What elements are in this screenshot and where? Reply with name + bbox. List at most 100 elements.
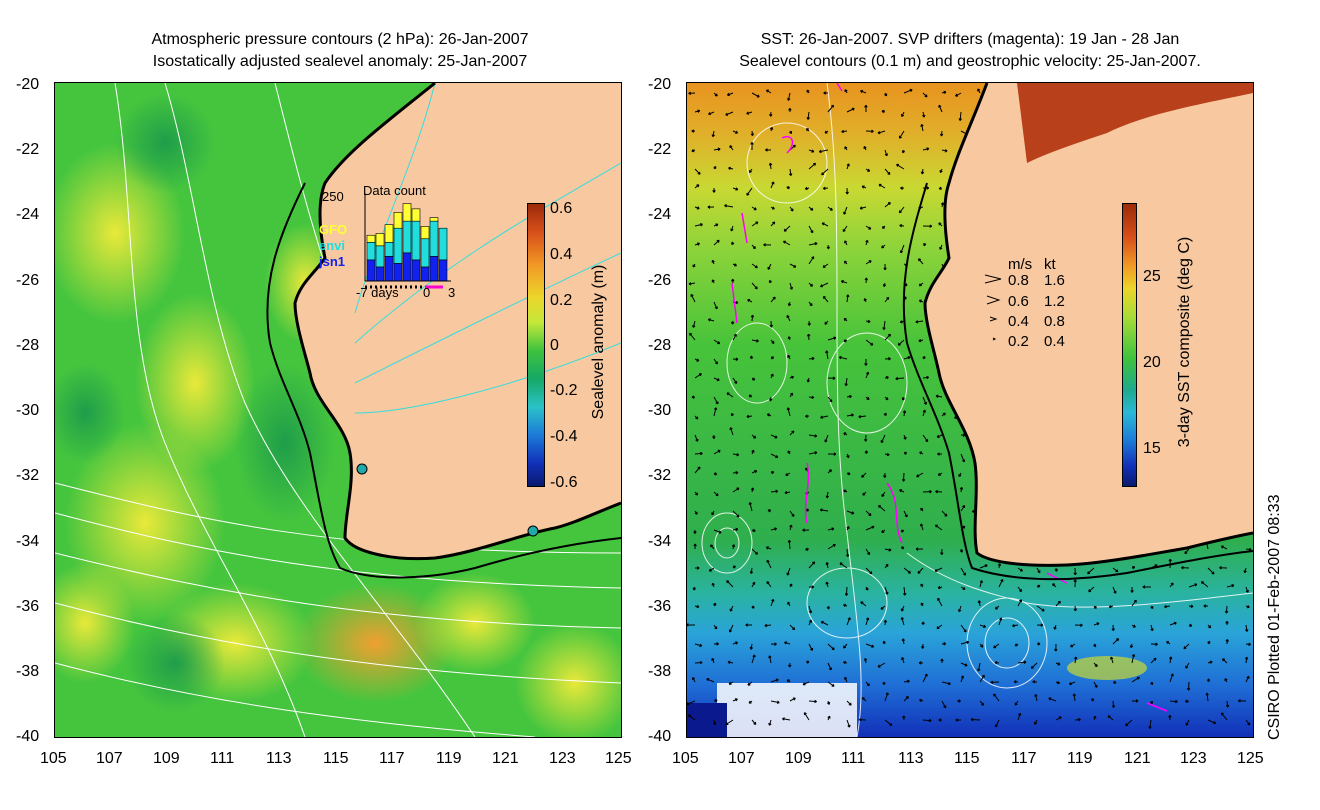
velocity-arrow	[995, 605, 1000, 610]
velocity-arrow	[1055, 680, 1060, 685]
velocity-arrow	[806, 377, 810, 383]
velocity-arrow	[1012, 624, 1019, 628]
velocity-arrow	[808, 242, 818, 246]
velocity-arrow	[865, 617, 870, 626]
velocity-arrow	[808, 162, 817, 170]
velocity-arrow	[766, 581, 772, 588]
data-count-bar-envi	[384, 241, 394, 257]
velocity-arrow	[960, 453, 966, 463]
velocity-arrow	[1052, 583, 1057, 588]
velocity-arrow	[895, 376, 905, 381]
velocity-arrow	[819, 282, 829, 288]
left-colorbar-label: Sealevel anomaly (m)	[590, 264, 607, 420]
cloud-patch	[717, 683, 857, 737]
velocity-arrow	[934, 524, 943, 531]
velocity-arrow	[1112, 567, 1119, 573]
velocity-arrow	[843, 260, 848, 265]
velocity-arrow	[1148, 719, 1152, 729]
velocity-arrow	[732, 527, 739, 532]
velocity-arrow	[843, 432, 848, 436]
velocity-arrow	[1032, 680, 1038, 684]
data-count-bar-envi	[366, 241, 376, 261]
velocity-arrow	[899, 223, 905, 228]
velocity-arrow	[1013, 680, 1019, 684]
velocity-arrow	[1036, 567, 1041, 574]
velocity-arrow	[922, 434, 929, 443]
velocity-arrow	[858, 415, 867, 419]
drifter-tracks	[731, 83, 1168, 712]
velocity-arrow	[882, 681, 886, 685]
velocity-arrow	[808, 643, 814, 651]
velocity-arrow	[884, 357, 891, 361]
velocity-arrow	[1220, 712, 1228, 721]
velocity-arrow	[897, 339, 905, 346]
velocity-arrow	[694, 373, 702, 379]
left-cb-tick: -0.6	[550, 474, 578, 491]
velocity-arrow	[788, 662, 792, 668]
velocity-arrow	[750, 130, 755, 137]
velocity-arrow	[977, 88, 981, 94]
velocity-arrow	[937, 585, 943, 590]
velocity-arrow	[884, 452, 890, 457]
velocity-arrow	[863, 298, 867, 303]
velocity-arrow	[770, 356, 774, 360]
velocity-arrow	[694, 168, 701, 175]
velocity-arrow	[1072, 693, 1076, 702]
velocity-arrow	[1073, 605, 1078, 612]
velocity-arrow	[865, 643, 875, 648]
velocity-arrow	[844, 586, 849, 596]
velocity-arrow	[903, 567, 911, 574]
velocity-arrow	[819, 508, 829, 512]
velocity-arrow	[770, 471, 775, 475]
data-count-bar-envi	[420, 238, 430, 268]
lat-tick: -26	[648, 272, 672, 289]
velocity-arrow	[765, 148, 772, 152]
velocity-arrow	[902, 410, 907, 417]
velocity-arrow	[694, 510, 698, 515]
velocity-arrow	[1048, 697, 1057, 702]
velocity-arrow	[770, 678, 779, 683]
left-cb-tick: 0	[550, 337, 559, 354]
velocity-arrow	[789, 130, 792, 135]
velocity-arrow	[881, 109, 886, 114]
velocity-arrow	[1131, 676, 1140, 683]
lon-tick: 109	[785, 750, 812, 767]
right-title-line2: Sealevel contours (0.1 m) and geostrophi…	[739, 53, 1201, 70]
velocity-arrow	[694, 491, 699, 496]
velocity-arrow	[1055, 600, 1061, 607]
velocity-arrow	[1093, 605, 1097, 609]
velocity-arrow	[903, 679, 910, 683]
velocity-arrow	[844, 146, 848, 151]
velocity-arrow	[903, 451, 908, 455]
velocity-arrow	[1245, 719, 1251, 726]
velocity-arrow	[901, 111, 905, 118]
lat-tick: -32	[16, 467, 40, 484]
velocity-arrow	[708, 567, 715, 572]
velocity-arrow	[770, 700, 780, 704]
velocity-arrow	[1074, 717, 1081, 722]
velocity-arrow	[843, 206, 848, 215]
velocity-arrow	[994, 661, 1000, 665]
right-colorbar-label: 3-day SST composite (deg C)	[1176, 236, 1193, 448]
velocity-arrow	[959, 548, 964, 553]
right-coastline	[923, 83, 1253, 567]
velocity-arrow	[749, 567, 754, 574]
velocity-arrow	[865, 319, 871, 324]
velocity-arrow	[783, 225, 791, 232]
velocity-arrow	[730, 412, 734, 417]
velocity-arrow	[788, 168, 793, 177]
velocity-arrow	[713, 719, 717, 726]
velocity-arrow	[1150, 624, 1154, 632]
lat-tick: -36	[648, 598, 672, 615]
velocity-arrow	[938, 186, 943, 190]
velocity-arrow	[726, 580, 734, 588]
velocity-arrow	[787, 336, 791, 341]
velocity-arrow	[884, 168, 891, 175]
velocity-arrow	[802, 681, 810, 686]
velocity-arrow	[1130, 586, 1134, 593]
data-count-bar-envi	[375, 245, 385, 268]
velocity-arrow	[958, 472, 962, 478]
velocity-arrow	[808, 149, 815, 153]
velocity-arrow	[1245, 605, 1250, 609]
velocity-arrow	[808, 356, 815, 361]
